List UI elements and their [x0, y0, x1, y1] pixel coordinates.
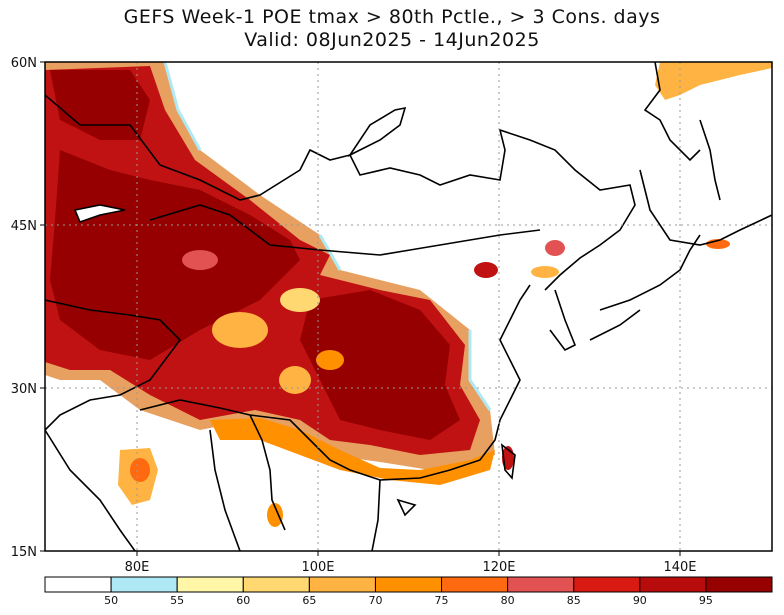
- colorbar-tick-label: 50: [104, 594, 118, 607]
- warm-patch: [474, 262, 498, 278]
- warm-patch: [279, 366, 311, 394]
- colorbar-swatch: [110, 576, 178, 593]
- heat-region-darkest: [50, 150, 300, 360]
- colorbar-swatch: [507, 576, 575, 593]
- colorbar-tick-label: 80: [501, 594, 515, 607]
- lat-label: 15N: [11, 545, 37, 560]
- colorbar-swatch: [441, 576, 509, 593]
- colorbar-swatch: [705, 576, 773, 593]
- colorbar-swatch: [308, 576, 376, 593]
- heat-region-fareast: [655, 62, 772, 100]
- cool-fringe: [163, 62, 492, 411]
- colorbar-swatch: [242, 576, 310, 593]
- heat-region-north: [50, 70, 150, 140]
- colorbar: 50 55 60 65 70 75 80 85 90 95: [44, 576, 773, 607]
- colorbar-tick-label: 70: [368, 594, 382, 607]
- lon-label: 140E: [663, 560, 696, 575]
- colorbar-swatch: [374, 576, 443, 593]
- lat-label: 60N: [11, 56, 37, 71]
- warm-patch: [212, 312, 268, 348]
- warm-patch: [267, 503, 283, 527]
- lon-label: 100E: [301, 560, 334, 575]
- colorbar-swatch: [44, 576, 112, 593]
- lon-label: 80E: [125, 560, 150, 575]
- heat-region-south: [210, 418, 495, 485]
- colorbar-swatch: [176, 576, 244, 593]
- colorbar-swatch: [639, 576, 707, 593]
- lon-label: 120E: [482, 560, 515, 575]
- colorbar-tick-label: 90: [633, 594, 647, 607]
- colorbar-tick-label: 60: [236, 594, 250, 607]
- chart-title: GEFS Week-1 POE tmax > 80th Pctle., > 3 …: [123, 6, 661, 28]
- warm-patch: [531, 266, 559, 278]
- colorbar-tick-label: 75: [435, 594, 449, 607]
- warm-patch: [280, 288, 320, 312]
- borders: [45, 62, 772, 551]
- warm-patch: [545, 240, 565, 256]
- colorbar-tick-label: 55: [170, 594, 184, 607]
- colorbar-tick-label: 95: [699, 594, 713, 607]
- gridlines: [45, 62, 772, 551]
- warm-patch: [316, 350, 344, 370]
- colorbar-tick-label: 85: [567, 594, 581, 607]
- heat-region-central: [300, 290, 460, 440]
- colorbar-swatch: [573, 576, 641, 593]
- lat-label: 45N: [11, 219, 37, 234]
- warm-patch: [130, 458, 150, 482]
- warm-patch: [182, 250, 218, 270]
- lat-label: 30N: [11, 382, 37, 397]
- colorbar-tick-label: 65: [302, 594, 316, 607]
- map-frame: [44, 61, 773, 552]
- axis-ticks: [40, 61, 681, 556]
- probability-field: [45, 62, 772, 527]
- chart-subtitle: Valid: 08Jun2025 - 14Jun2025: [244, 29, 540, 51]
